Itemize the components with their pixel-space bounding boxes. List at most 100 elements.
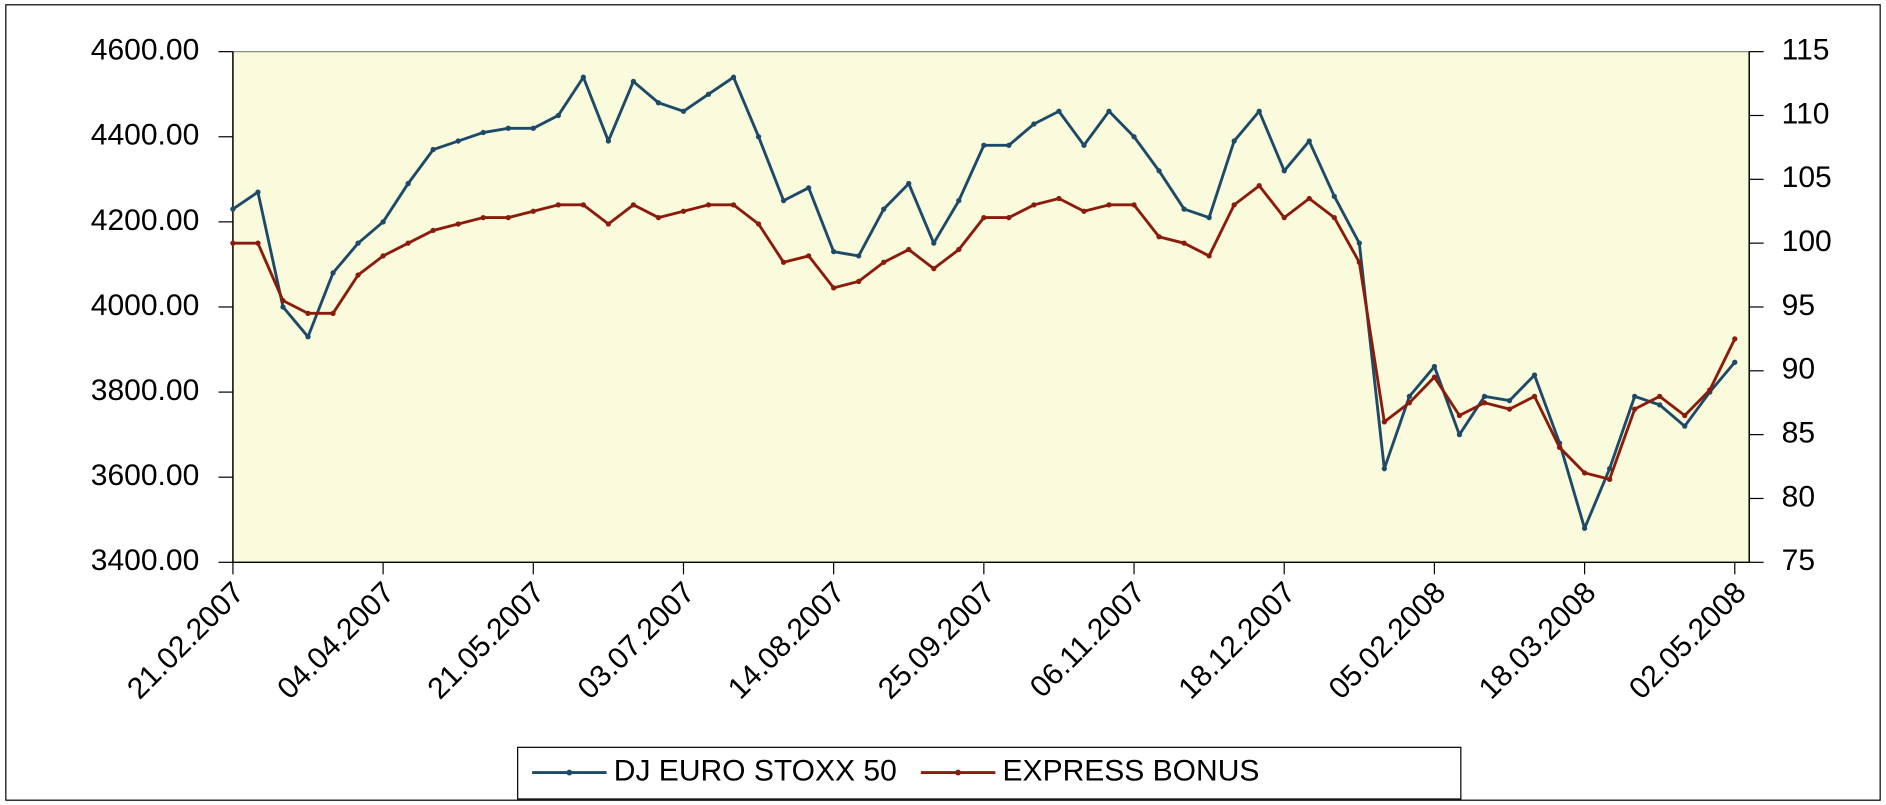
legend: DJ EURO STOXX 50 EXPRESS BONUS <box>517 746 1462 800</box>
series-point <box>630 78 637 85</box>
series-point <box>1732 359 1738 365</box>
series-point <box>1306 138 1312 144</box>
y2-tick-label: 90 <box>1782 353 1815 386</box>
y2-tick-label: 100 <box>1782 225 1832 258</box>
series-point <box>956 246 962 253</box>
series-point <box>1356 240 1362 246</box>
series-point <box>1331 193 1337 199</box>
series-point <box>605 138 612 144</box>
series-point <box>1031 202 1037 208</box>
series-point <box>555 202 561 208</box>
y2-tick-label: 115 <box>1782 34 1830 67</box>
series-point <box>1081 208 1087 214</box>
series-point <box>330 270 336 276</box>
series-point <box>1181 240 1187 246</box>
series-point <box>480 129 486 136</box>
series-point <box>1181 206 1187 212</box>
series-point <box>831 249 837 255</box>
series-point <box>1682 423 1688 429</box>
legend-label: EXPRESS BONUS <box>1003 754 1260 787</box>
series-point <box>1381 466 1387 472</box>
series-point <box>580 202 586 208</box>
series-point <box>1506 397 1513 404</box>
series-point <box>1682 412 1688 419</box>
series-point <box>1131 134 1137 140</box>
series-point <box>1581 470 1588 476</box>
series-point <box>805 253 812 259</box>
series-point <box>981 142 987 148</box>
series-point <box>280 304 286 310</box>
series-point <box>931 266 937 272</box>
series-point <box>1632 393 1638 399</box>
series-point <box>705 91 712 97</box>
series-point <box>380 219 386 225</box>
series-point <box>1106 202 1112 208</box>
y2-tick-label: 80 <box>1782 480 1815 513</box>
legend-swatch-point <box>955 769 961 776</box>
series-point <box>906 180 912 187</box>
series-point <box>1406 400 1413 406</box>
series-point <box>1431 374 1438 380</box>
series-point <box>655 214 662 221</box>
series-point <box>1456 412 1463 419</box>
legend-swatch-point <box>566 769 573 776</box>
series-point <box>1732 336 1738 342</box>
series-point <box>1106 108 1112 114</box>
series-point <box>480 214 486 221</box>
series-point <box>1581 525 1588 531</box>
series-point <box>1256 183 1262 189</box>
series-point <box>1131 202 1137 208</box>
series-point <box>931 240 937 246</box>
series-point <box>1632 406 1638 412</box>
series-point <box>1006 214 1012 221</box>
series-point <box>1156 234 1162 240</box>
series-point <box>1306 195 1312 202</box>
series-point <box>780 259 787 265</box>
y2-tick-label: 110 <box>1782 97 1830 130</box>
series-point <box>805 185 812 191</box>
series-point <box>1606 466 1613 472</box>
series-point <box>1231 202 1237 208</box>
y2-tick-label: 105 <box>1782 161 1832 194</box>
series-point <box>1206 253 1212 259</box>
series-point <box>405 180 411 187</box>
plot-area <box>232 51 1750 563</box>
series-point <box>1256 108 1262 114</box>
series-point <box>355 272 361 278</box>
y2-tick-label: 75 <box>1782 544 1815 577</box>
series-point <box>430 146 436 153</box>
series-point <box>1531 393 1538 399</box>
series-point <box>255 240 261 246</box>
series-point <box>755 134 762 140</box>
series-point <box>405 240 411 246</box>
series-point <box>1481 400 1488 406</box>
series-point <box>981 214 987 221</box>
series-point <box>680 208 687 214</box>
series-point <box>1381 419 1387 425</box>
series-point <box>330 310 336 317</box>
series-point <box>906 246 912 253</box>
series-point <box>280 297 286 304</box>
series-point <box>530 125 536 131</box>
series-point <box>305 310 311 317</box>
series-point <box>505 125 511 131</box>
series-point <box>455 221 461 227</box>
series-point <box>1506 406 1513 412</box>
series-point <box>856 253 862 259</box>
series-point <box>1356 259 1362 265</box>
y-tick-label: 3400.00 <box>91 544 200 577</box>
series-point <box>881 206 887 212</box>
series-point <box>255 189 261 195</box>
series-point <box>655 100 662 106</box>
series-point <box>1006 142 1012 148</box>
series-point <box>1657 402 1663 408</box>
series-point <box>881 259 887 265</box>
series-point <box>1281 168 1287 174</box>
series-point <box>455 138 461 144</box>
series-point <box>1531 372 1538 378</box>
series-point <box>1156 168 1162 174</box>
series-point <box>230 206 236 212</box>
series-point <box>755 221 762 227</box>
series-point <box>1231 138 1237 144</box>
series-point <box>230 240 236 246</box>
